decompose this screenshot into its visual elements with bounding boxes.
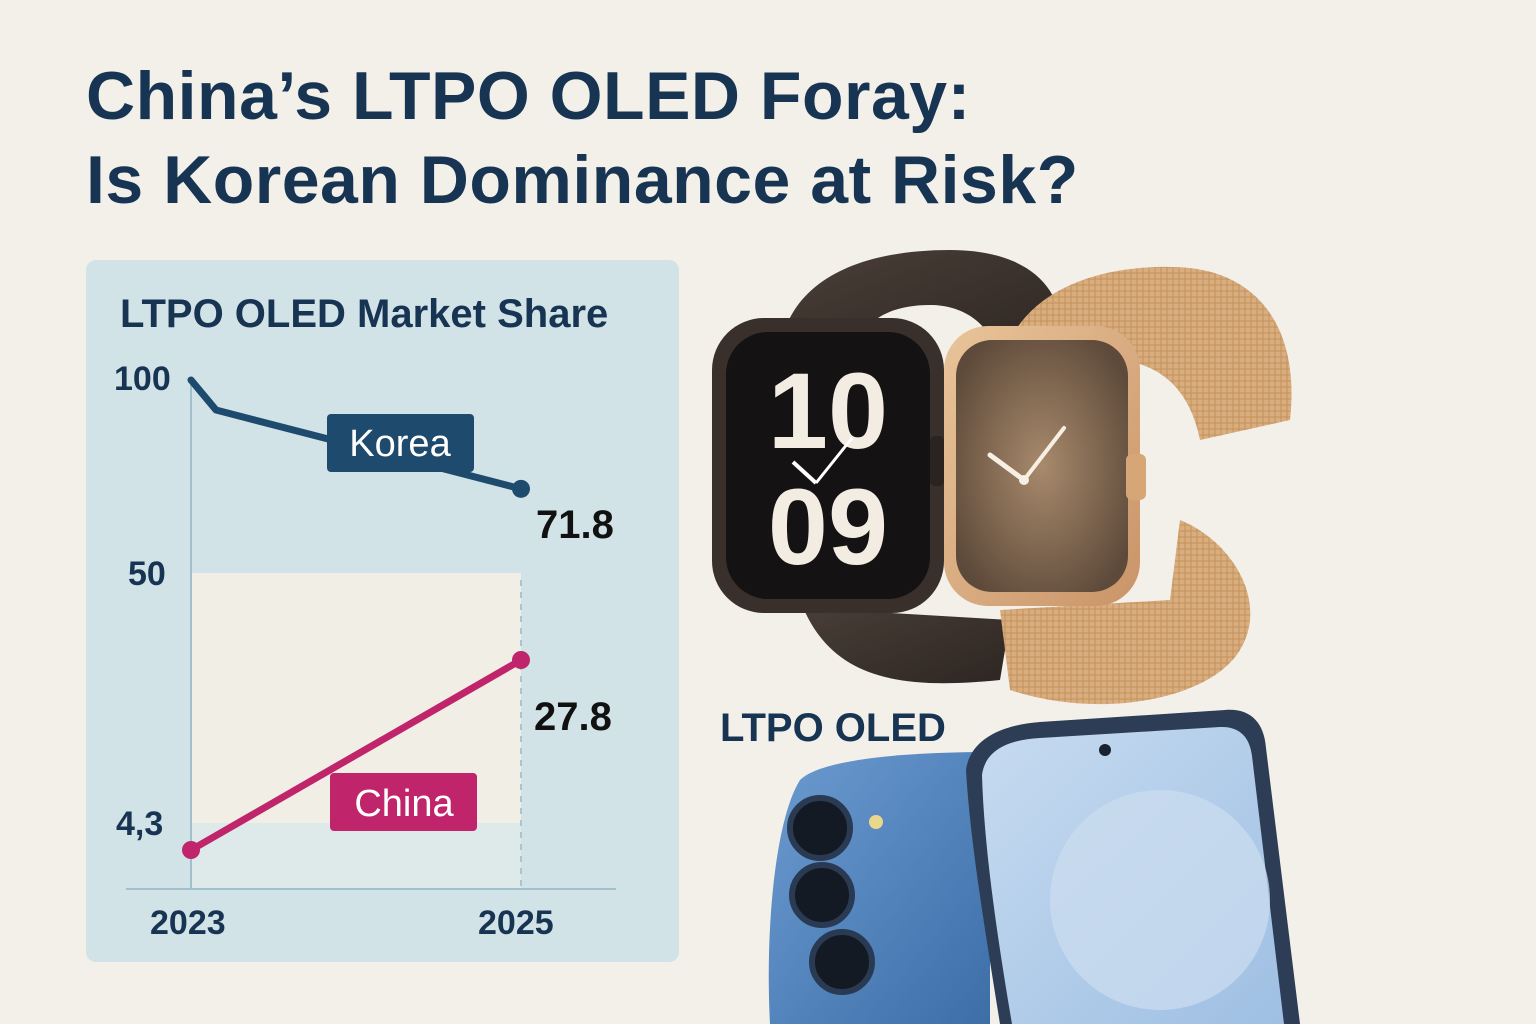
series-point-china-2025 — [512, 651, 530, 669]
gold-watch-crown — [1126, 454, 1146, 500]
dark-smartwatch: 10 09 — [712, 250, 1062, 684]
dark-watch-band-lower — [800, 600, 1010, 684]
gold-watch-band-upper — [1010, 266, 1292, 440]
y-tick-label: 4,3 — [116, 805, 163, 843]
headline-line-2: Is Korean Dominance at Risk? — [86, 142, 1079, 218]
data-label-china-2025: 27.8 — [534, 695, 612, 739]
camera-lens — [789, 862, 855, 928]
dark-watch-crown — [930, 436, 944, 486]
legend-pill-china — [330, 773, 477, 831]
y-tick-label: 100 — [114, 360, 171, 398]
gold-watch-pivot — [1019, 475, 1029, 485]
product-label: LTPO OLED — [720, 706, 946, 750]
gold-watch-face — [956, 340, 1128, 592]
gold-smartwatch — [944, 266, 1292, 705]
series-point-korea-2025 — [512, 479, 530, 498]
phone-front-camera — [1099, 744, 1111, 756]
chart-title: LTPO OLED Market Share — [120, 292, 609, 336]
gold-watch-hand — [987, 452, 1027, 483]
phone-wallpaper-disc — [1050, 790, 1270, 1010]
legend-pill-korea — [327, 414, 474, 472]
watch-time-minutes: 09 — [768, 466, 888, 587]
gold-watch-hand — [1022, 426, 1066, 482]
x-tick-label: 2023 — [150, 904, 226, 942]
camera-lens — [787, 795, 853, 861]
market-share-chart: LTPO OLED Market Share 100 50 4,3 2023 2… — [86, 260, 679, 962]
headline-line-1: China’s LTPO OLED Foray: — [86, 58, 971, 134]
camera-lens — [809, 929, 875, 995]
dark-watch-screen — [726, 332, 930, 599]
headline: China’s LTPO OLED Foray: Is Korean Domin… — [86, 54, 1079, 222]
plot-band-lower — [191, 823, 521, 889]
gold-watch-band-lower — [1000, 520, 1251, 705]
smartphone — [768, 709, 1300, 1024]
y-tick-label: 50 — [128, 555, 166, 593]
watch-hand — [814, 437, 854, 484]
x-tick-label: 2025 — [478, 904, 554, 942]
chart-plot: 100 50 4,3 2023 2025 Korea 71.8 China 27… — [114, 360, 616, 942]
series-line-china — [187, 656, 525, 854]
legend-label-china: China — [354, 783, 454, 825]
data-label-korea-2025: 71.8 — [536, 503, 614, 547]
camera-flash — [869, 815, 883, 829]
legend-label-korea: Korea — [349, 423, 451, 465]
watch-time-hours: 10 — [768, 350, 888, 471]
watch-hand — [791, 460, 818, 485]
series-point-china-2023 — [182, 841, 200, 859]
